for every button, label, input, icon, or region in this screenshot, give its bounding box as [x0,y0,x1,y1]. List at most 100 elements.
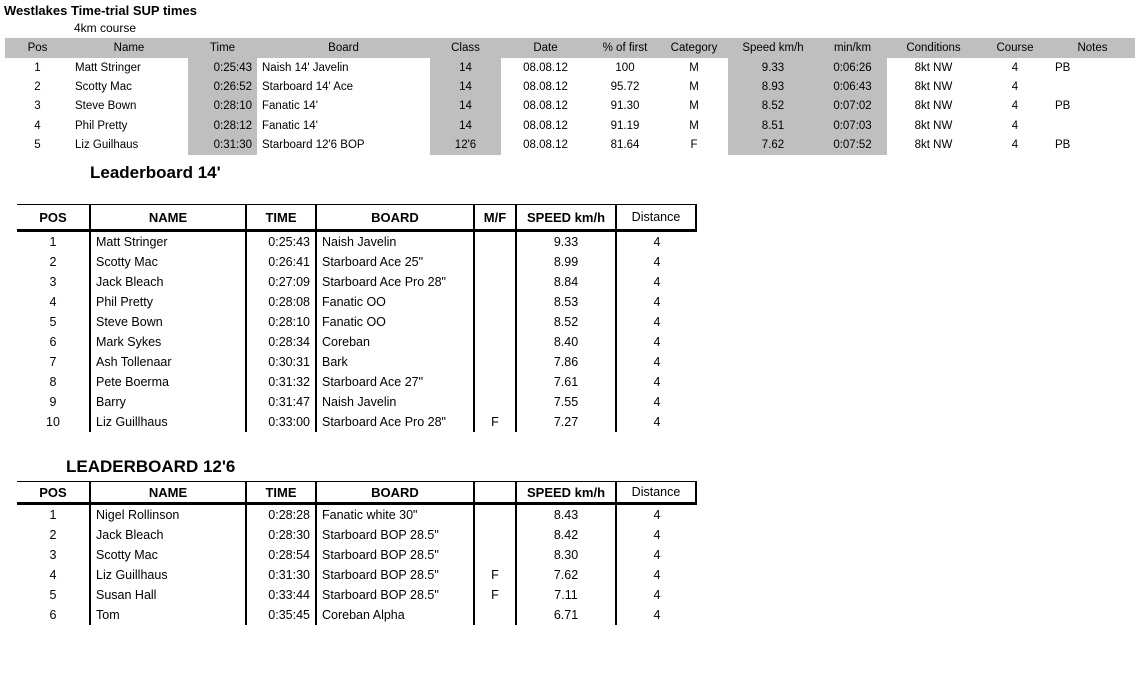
cell: 0:06:43 [818,77,887,97]
cell: 0:26:41 [247,252,317,272]
column-header: Conditions [906,42,961,54]
cell: 8kt NW [914,119,953,132]
cell: Starboard Ace Pro 28" [317,272,475,292]
table-row: 3 Scotty Mac 0:28:54 Starboard BOP 28.5" 8.3… [17,545,697,565]
cell: 4 [653,335,661,349]
cell: Starboard BOP 28.5" [317,565,475,585]
cell: 2 [34,81,41,94]
cell [475,232,517,252]
cell: 4 [17,565,91,585]
column-header: NAME [91,205,247,229]
table-row: 4 Phil Pretty 0:28:12 Fanatic 14' 14 08.08.12… [5,116,1135,136]
cell: Scotty Mac [91,252,247,272]
column-header: Distance [617,482,697,502]
column-header: Class [451,42,480,54]
cell: 4 [653,568,661,582]
cell: 7.62 [517,565,617,585]
cell: 8kt NW [914,100,953,113]
cell: 7.11 [517,585,617,605]
cell: 3 [17,272,91,292]
cell: 8.42 [517,525,617,545]
cell: Naish 14' Javelin [262,61,349,74]
cell: 5 [34,139,41,152]
cell: Jack Bleach [91,272,247,292]
cell: PB [1055,61,1071,74]
cell: 4 [653,255,661,269]
cell: 8.52 [728,96,818,117]
cell [1050,77,1135,96]
column-header: POS [17,205,91,229]
cell: 4 [1011,100,1019,113]
cell: 4 [653,548,661,562]
cell: 8.51 [728,116,818,136]
cell: F [475,585,517,605]
cell: 7.27 [517,412,617,432]
table-row: 1 Matt Stringer 0:25:43 Naish 14' Javelin 14… [5,58,1135,78]
cell: Liz Guillhaus [91,565,247,585]
cell: 3 [17,545,91,565]
cell: 0:31:30 [247,565,317,585]
column-header: Pos [27,42,48,54]
cell: 8.30 [517,545,617,565]
cell: 4 [1011,81,1019,94]
table-row: 6 Tom 0:35:45 Coreban Alpha 6.71 4 [17,605,697,625]
cell: 4 [653,415,661,429]
column-header: SPEED km/h [517,205,617,229]
cell: 0:30:31 [247,352,317,372]
cell [475,252,517,272]
cell: Steve Bown [75,100,137,113]
cell: 4 [653,375,661,389]
cell: 8kt NW [914,61,953,74]
column-header: Speed km/h [742,42,804,54]
cell: 2 [17,525,91,545]
cell: Starboard BOP 28.5" [317,585,475,605]
column-header: % of first [602,42,648,54]
cell: 0:26:52 [188,77,257,97]
cell: Pete Boerma [91,372,247,392]
cell: 14 [430,77,501,97]
table-row: 2 Scotty Mac 0:26:52 Starboard 14' Ace 14 08.… [5,77,1135,97]
cell: 5 [17,312,91,332]
cell: 3 [34,100,41,113]
cell: F [475,412,517,432]
cell: Starboard BOP 28.5" [317,545,475,565]
cell [475,372,517,392]
cell: Liz Guilhaus [75,139,139,152]
cell: M [689,119,699,132]
cell: 4 [653,235,661,249]
cell: 0:33:44 [247,585,317,605]
table-row: 5 Liz Guilhaus 0:31:30 Starboard 12'6 BOP 12… [5,135,1135,155]
cell: Tom [91,605,247,625]
cell: PB [1055,139,1071,152]
cell: 8kt NW [914,81,953,94]
cell: Liz Guillhaus [91,412,247,432]
cell: 0:28:12 [188,116,257,136]
cell: Fanatic 14' [262,100,318,113]
cell: 4 [653,395,661,409]
cell: 4 [1011,119,1019,132]
cell: 08.08.12 [523,81,568,94]
cell: Phil Pretty [75,119,128,132]
cell: 9 [17,392,91,412]
cell: 0:28:28 [247,505,317,525]
cell: 0:28:54 [247,545,317,565]
cell: 8.40 [517,332,617,352]
page-title: Westlakes Time-trial SUP times [4,3,197,18]
column-header: M/F [475,205,517,229]
cell: 4 [1011,61,1019,74]
cell: 0:25:43 [247,232,317,252]
cell [475,505,517,525]
cell: 0:28:10 [247,312,317,332]
cell: Starboard 14' Ace [262,81,354,94]
leaderboard-14-title: Leaderboard 14' [90,163,221,182]
cell [475,272,517,292]
results-header-row: Pos Name Time Board Class Date % of first Categ… [5,38,1135,58]
column-header: Board [328,42,359,54]
cell: Scotty Mac [75,81,132,94]
cell: M [689,81,699,94]
cell [475,312,517,332]
cell: 91.30 [610,100,640,113]
cell: Naish Javelin [317,392,475,412]
cell: Barry [91,392,247,412]
cell: PB [1055,100,1071,113]
